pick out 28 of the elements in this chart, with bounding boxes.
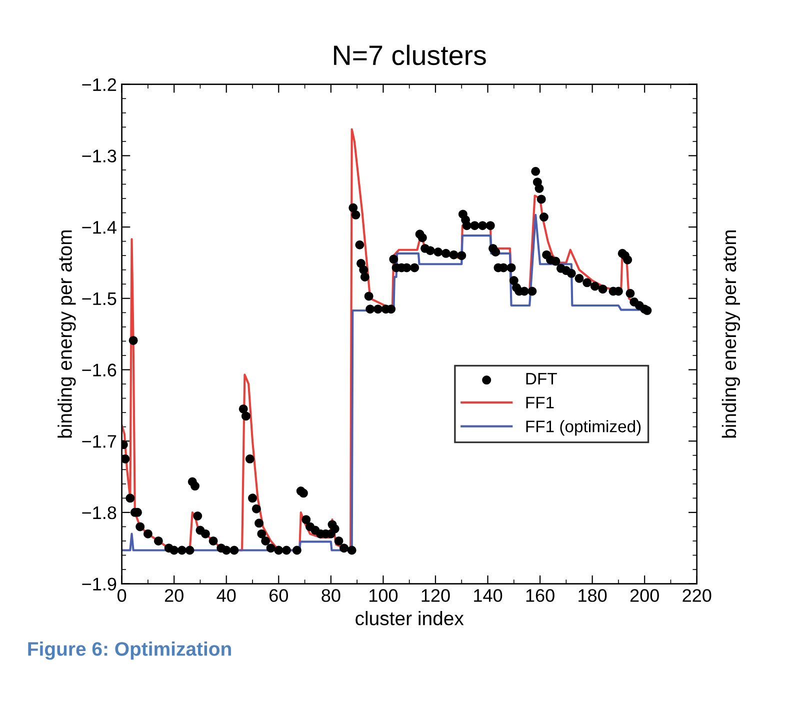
x-tick-label: 0 — [118, 589, 126, 602]
y-tick-label: −1.4 — [82, 221, 116, 234]
legend-label: FF1 (optimized) — [526, 420, 641, 436]
x-axis-title: cluster index — [356, 611, 464, 626]
caption: Figure 6: Optimization — [28, 642, 231, 660]
x-tick-label: 60 — [270, 589, 288, 602]
legend-label: FF1 — [526, 396, 554, 408]
y-tick-label: −1.2 — [82, 78, 116, 91]
x-tick-label: 20 — [164, 589, 184, 602]
y-tick-label: −1.7 — [82, 435, 116, 448]
y-tick-label: −1.6 — [82, 364, 116, 376]
y-tick-label: −1.5 — [82, 292, 116, 306]
y-axis-title: binding energy per atom — [58, 230, 76, 438]
legend-label: DFT — [526, 372, 557, 384]
y-tick-label: −1.3 — [82, 150, 116, 162]
x-tick-label: 140 — [474, 589, 502, 602]
x-tick-label: 40 — [216, 589, 236, 602]
x-tick-label: 200 — [630, 589, 659, 602]
x-tick-label: 180 — [578, 589, 607, 602]
x-tick-label: 100 — [370, 589, 398, 602]
y-tick-label: −1.8 — [82, 506, 116, 520]
x-tick-label: 120 — [422, 589, 450, 602]
y2-axis-title: binding energy per atom — [722, 230, 740, 438]
x-tick-label: 160 — [526, 589, 554, 602]
x-tick-label: 220 — [682, 589, 712, 602]
x-tick-label: 80 — [322, 589, 340, 602]
y-tick-label: −1.9 — [82, 578, 116, 590]
chart-title: N=7 clusters — [334, 44, 486, 66]
